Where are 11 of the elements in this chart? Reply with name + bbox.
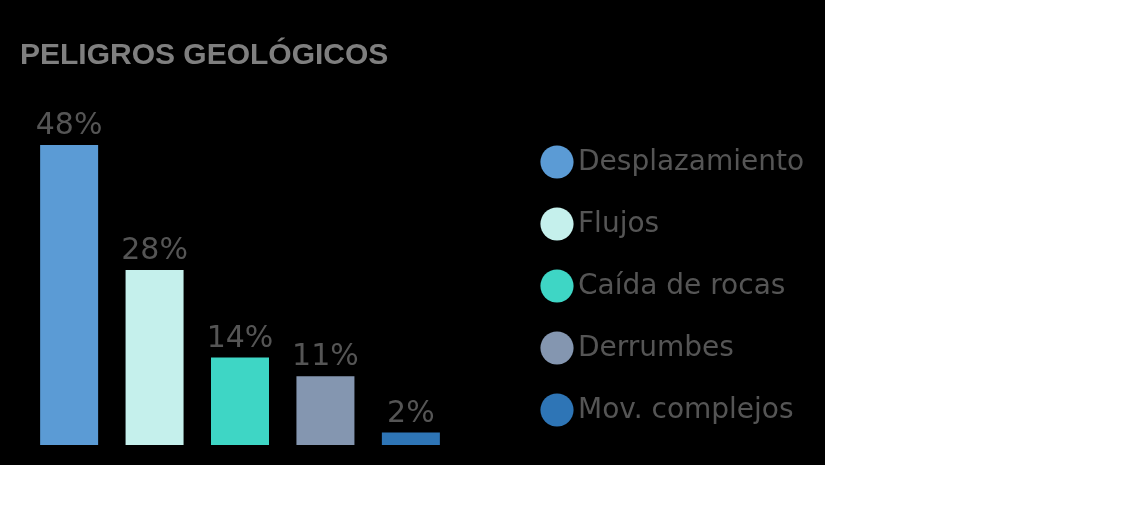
legend-label: Mov. complejos [578,392,794,425]
data-label: 28% [121,231,188,266]
legend-label: Desplazamiento [578,144,805,177]
data-label: 48% [35,106,103,141]
legend-label: Flujos [578,206,660,239]
chart-title: PELIGROS GEOLÓGICOS [20,37,389,70]
data-label: 14% [206,318,274,354]
data-label: 11% [292,337,359,373]
data-label: 2% [387,393,435,429]
legend-label: Derrumbes [578,330,734,363]
legend-label: Caída de rocas [578,268,786,301]
